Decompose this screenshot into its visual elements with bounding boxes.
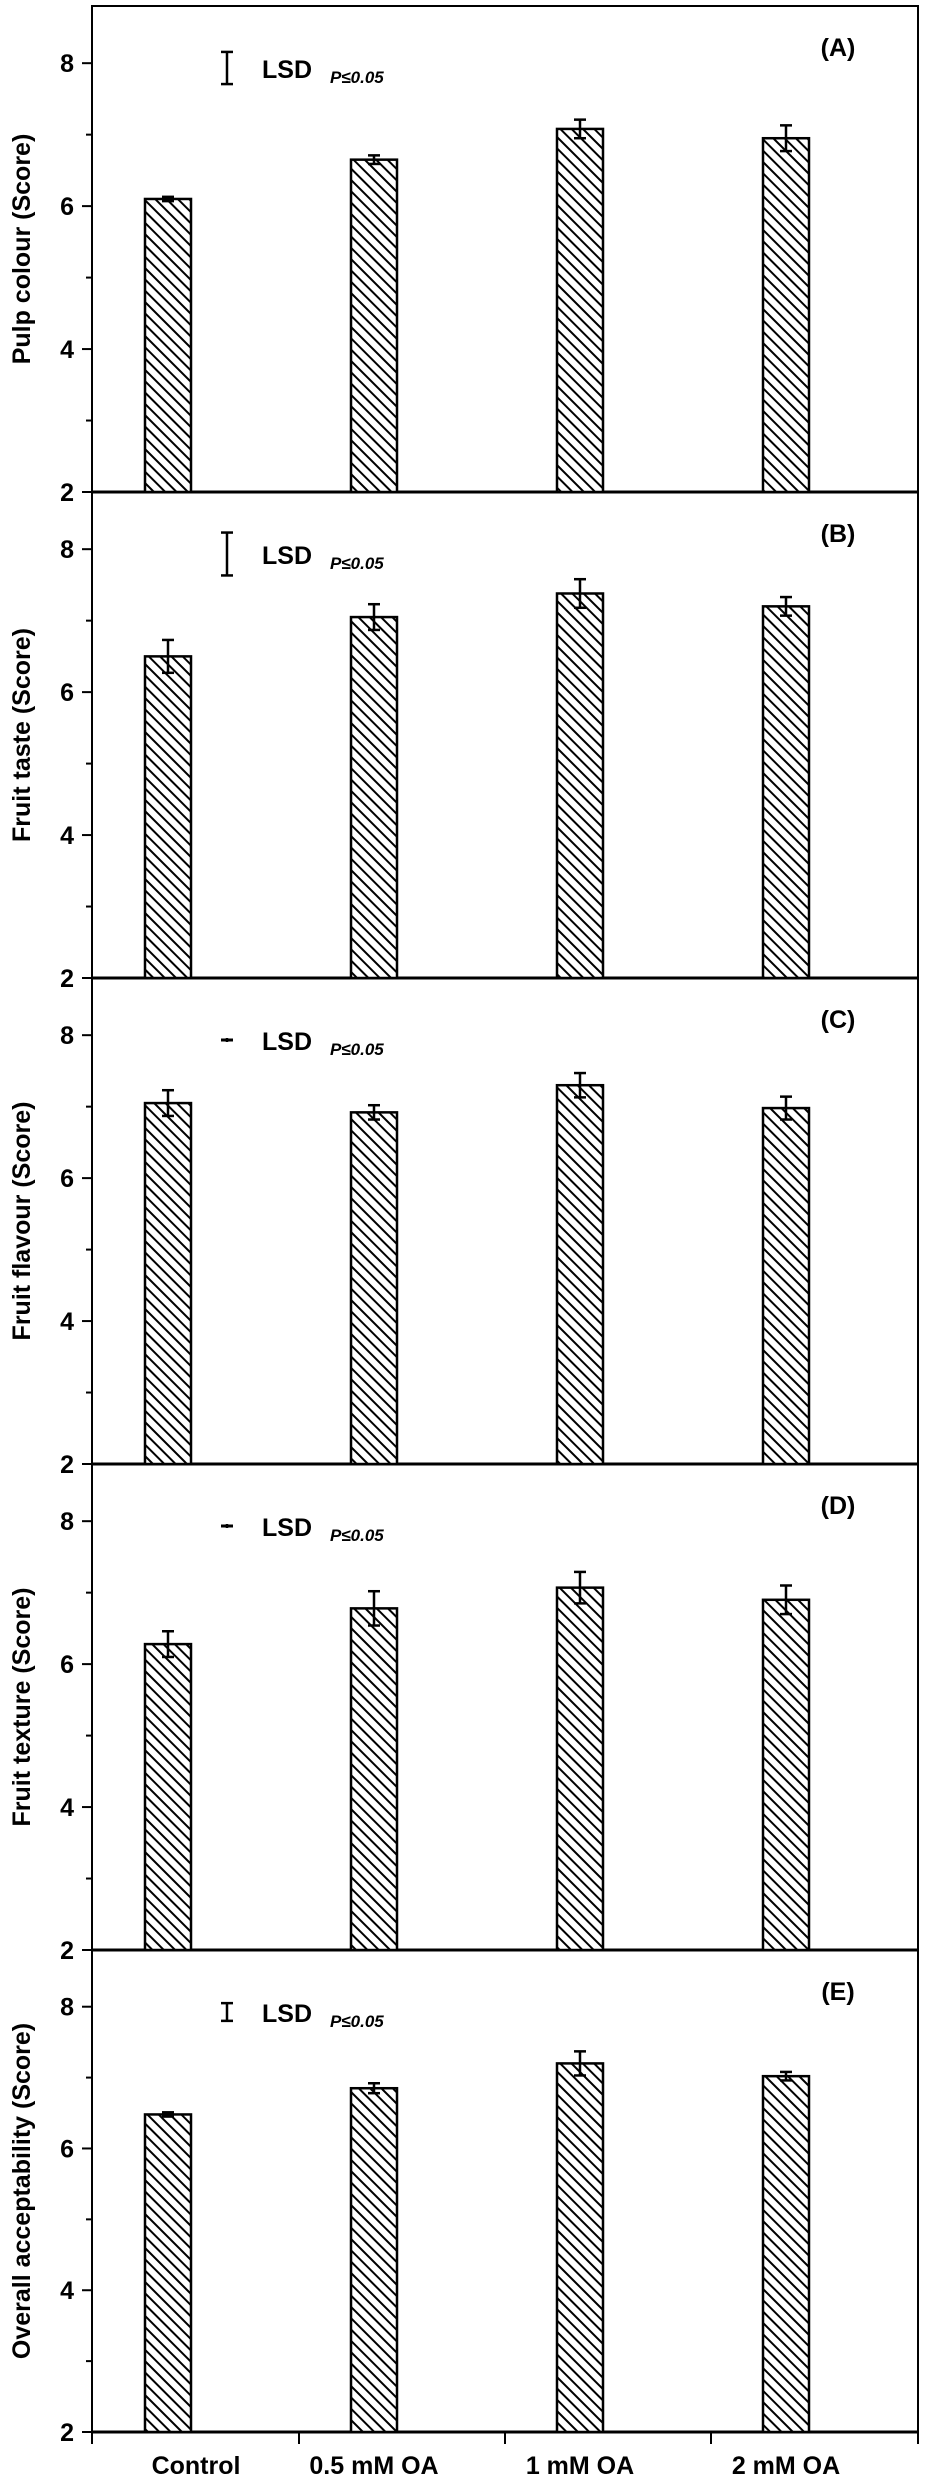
panel-label: (D): [821, 1492, 856, 1520]
panel-3: 2 4 6 8 Fruit flavour (Score) (C) LSD P≤0.05: [8, 977, 919, 1479]
bar-3: [555, 1083, 605, 1466]
y-tick-label: 6: [60, 193, 74, 221]
panels: 2 4 6 8 Pulp colour (Score) (A) LSD P≤0.05 2 4 6 8 F…: [8, 5, 919, 2480]
y-tick-label: 6: [60, 2135, 74, 2163]
y-tick-label: 8: [60, 50, 74, 78]
y-tick-label: 2: [60, 2419, 74, 2447]
x-category-label-3: 1 mM OA: [526, 2452, 634, 2480]
panel-2: 2 4 6 8 Fruit taste (Score) (B) LSD P≤0.05: [8, 491, 919, 993]
bar-4: [761, 1598, 811, 1952]
panel-label: (C): [821, 1006, 856, 1034]
y-tick-label: 6: [60, 1651, 74, 1679]
y-tick-label: 4: [60, 336, 74, 364]
bar-1: [143, 1642, 193, 1952]
bar-2: [349, 615, 399, 980]
panel-4: 2 4 6 8 Fruit texture (Score) (D) LSD P≤0.05: [8, 1463, 919, 1965]
y-axis-label: Fruit texture (Score): [8, 1588, 36, 1827]
y-tick-label: 2: [60, 1937, 74, 1965]
bar-2: [349, 2086, 399, 2434]
lsd-label: LSD: [262, 1514, 312, 1542]
panel-5: 2 4 6 8 Overall acceptability (Score) (E) LSD P…: [8, 1949, 919, 2447]
y-axis-label: Fruit taste (Score): [8, 628, 36, 842]
bar-1: [143, 2113, 193, 2434]
y-tick-label: 2: [60, 1451, 74, 1479]
y-axis-label: Fruit flavour (Score): [8, 1102, 36, 1341]
y-axis-label: Overall acceptability (Score): [8, 2023, 36, 2359]
y-tick-label: 8: [60, 1508, 74, 1536]
y-tick-label: 8: [60, 536, 74, 564]
bar-3: [555, 2062, 605, 2434]
bar-1: [143, 655, 193, 980]
y-tick-label: 6: [60, 1165, 74, 1193]
lsd-subscript: P≤0.05: [330, 554, 384, 573]
y-tick-label: 2: [60, 965, 74, 993]
y-tick-label: 8: [60, 1994, 74, 2022]
lsd-subscript: P≤0.05: [330, 68, 384, 87]
y-tick-label: 4: [60, 1794, 74, 1822]
bar-4: [761, 1106, 811, 1466]
lsd-label: LSD: [262, 2000, 312, 2028]
y-axis-label: Pulp colour (Score): [8, 134, 36, 365]
lsd-label: LSD: [262, 542, 312, 570]
bar-3: [555, 1586, 605, 1952]
bar-2: [349, 158, 399, 494]
bar-3: [555, 127, 605, 494]
bar-1: [143, 1101, 193, 1466]
lsd-subscript: P≤0.05: [330, 1526, 384, 1545]
y-tick-label: 4: [60, 1308, 74, 1336]
lsd-label: LSD: [262, 1028, 312, 1056]
lsd-label: LSD: [262, 56, 312, 84]
bar-2: [349, 1607, 399, 1952]
panel-1: 2 4 6 8 Pulp colour (Score) (A) LSD P≤0.05: [8, 5, 919, 507]
bar-4: [761, 136, 811, 494]
y-tick-label: 8: [60, 1022, 74, 1050]
bar-3: [555, 592, 605, 980]
panel-label: (E): [821, 1978, 854, 2006]
y-tick-label: 4: [60, 822, 74, 850]
y-tick-label: 6: [60, 679, 74, 707]
x-category-label-2: 0.5 mM OA: [309, 2452, 438, 2480]
bar-2: [349, 1111, 399, 1466]
lsd-subscript: P≤0.05: [330, 1040, 384, 1059]
bar-4: [761, 605, 811, 980]
lsd-subscript: P≤0.05: [330, 2012, 384, 2031]
x-category-label-4: 2 mM OA: [732, 2452, 840, 2480]
bar-1: [143, 197, 193, 494]
panel-label: (A): [821, 34, 856, 62]
panel-label: (B): [821, 520, 856, 548]
y-tick-label: 4: [60, 2277, 74, 2305]
x-category-label-1: Control: [152, 2452, 241, 2480]
bar-4: [761, 2074, 811, 2434]
y-tick-label: 2: [60, 479, 74, 507]
